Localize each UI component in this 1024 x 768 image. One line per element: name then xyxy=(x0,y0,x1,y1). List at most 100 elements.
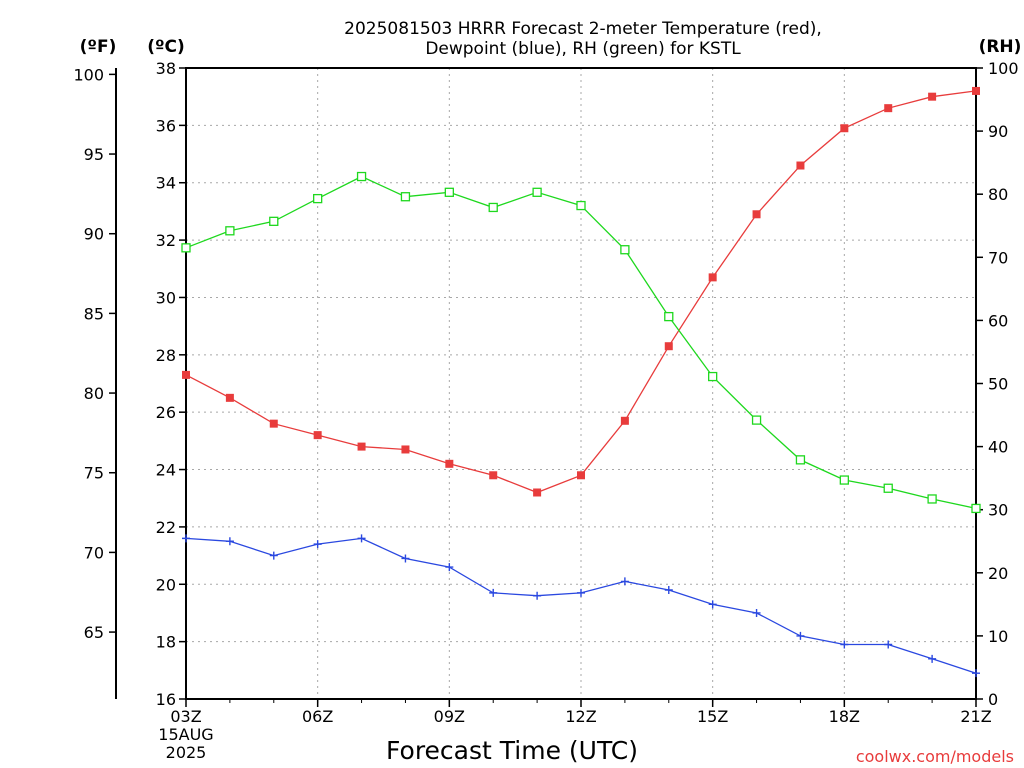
dewpoint-point xyxy=(620,577,629,586)
fahrenheit-tick-label: 65 xyxy=(84,623,104,642)
axis-ticks: 16 18 20 22 24 26 28 30 32 34 36 38 65 70 75 80 85 90 95 10… xyxy=(73,59,1018,762)
celsius-tick-label: 26 xyxy=(156,403,176,422)
rh-tick-label: 40 xyxy=(988,438,1008,457)
credit-text: coolwx.com/models xyxy=(856,747,1014,766)
fahrenheit-tick-label: 95 xyxy=(84,145,104,164)
dewpoint-point xyxy=(928,654,937,663)
rh-point xyxy=(883,483,893,493)
rh-point xyxy=(356,171,367,182)
celsius-tick-label: 22 xyxy=(156,518,176,537)
temperature-point xyxy=(708,273,717,282)
temperature-point xyxy=(972,86,980,95)
rh-point xyxy=(313,193,323,204)
celsius-tick-label: 18 xyxy=(156,633,176,652)
temperature-point xyxy=(357,442,366,451)
series-temperature xyxy=(182,86,980,497)
rh-point xyxy=(751,415,762,425)
dewpoint-point xyxy=(796,631,805,640)
dewpoint-point xyxy=(445,563,454,572)
fahrenheit-tick-label: 80 xyxy=(84,384,104,403)
rh-point xyxy=(664,311,674,322)
rh-point xyxy=(269,216,279,226)
temperature-point xyxy=(489,471,498,480)
rh-point xyxy=(576,200,586,211)
rh-tick-label: 50 xyxy=(988,375,1008,394)
fahrenheit-tick-label: 70 xyxy=(84,543,104,562)
celsius-tick-label: 28 xyxy=(156,346,176,365)
dewpoint-point xyxy=(708,600,717,609)
temperature-point xyxy=(664,342,673,351)
rh-tick-label: 80 xyxy=(988,185,1008,204)
dewpoint-point xyxy=(269,551,278,560)
temperature-point xyxy=(225,393,234,402)
rh-tick-label: 30 xyxy=(988,501,1008,520)
rh-point xyxy=(620,245,630,255)
x-tick-label: 18Z xyxy=(829,707,860,726)
temperature-point xyxy=(840,124,849,133)
rh-unit-label: (RH) xyxy=(979,37,1022,57)
rh-tick-label: 60 xyxy=(988,311,1008,330)
temperature-point xyxy=(620,416,629,425)
dewpoint-point xyxy=(664,586,673,595)
rh-tick-label: 70 xyxy=(988,248,1008,267)
temperature-point xyxy=(445,459,454,468)
dewpoint-point xyxy=(357,534,366,543)
plot-frame xyxy=(185,67,977,700)
celsius-tick-label: 34 xyxy=(156,174,176,193)
dewpoint-point xyxy=(489,588,498,597)
dewpoint-point xyxy=(884,640,893,649)
temperature-point xyxy=(796,161,805,170)
rh-tick-label: 90 xyxy=(988,122,1008,141)
dewpoint-point xyxy=(401,554,410,563)
temperature-point xyxy=(269,419,278,428)
temperature-point xyxy=(401,445,410,454)
x-tick-label: 06Z xyxy=(302,707,333,726)
celsius-tick-label: 16 xyxy=(156,690,176,709)
celsius-tick-label: 30 xyxy=(156,288,176,307)
rh-point xyxy=(971,503,981,514)
temperature-point xyxy=(884,104,893,113)
fahrenheit-tick-label: 90 xyxy=(84,225,104,244)
fahrenheit-tick-label: 75 xyxy=(84,464,104,483)
dewpoint-point xyxy=(577,588,585,597)
dewpoint-point xyxy=(840,640,849,649)
celsius-tick-label: 32 xyxy=(156,231,176,250)
dewpoint-point xyxy=(972,669,980,678)
x-tick-label: 21Z xyxy=(960,707,991,726)
dewpoint-point xyxy=(225,537,234,546)
dewpoint-point xyxy=(182,534,190,543)
celsius-unit-label: (ºC) xyxy=(147,37,185,57)
celsius-tick-label: 24 xyxy=(156,461,176,480)
rh-tick-label: 10 xyxy=(988,627,1008,646)
temperature-point xyxy=(928,92,937,101)
temperature-point xyxy=(182,370,190,379)
rh-point xyxy=(444,187,454,197)
x-tick-sublabel: 15AUG xyxy=(158,725,213,744)
dewpoint-point xyxy=(752,608,761,617)
x-axis-label: Forecast Time (UTC) xyxy=(386,736,638,765)
x-tick-sublabel: 2025 xyxy=(166,743,207,762)
x-tick-label: 09Z xyxy=(434,707,465,726)
temperature-point xyxy=(533,488,542,497)
rh-point xyxy=(225,226,235,236)
series-dewpoint xyxy=(182,534,980,678)
fahrenheit-tick-label: 85 xyxy=(84,304,104,323)
fahrenheit-unit-label: (ºF) xyxy=(80,37,117,57)
rh-tick-label: 0 xyxy=(988,690,998,709)
dewpoint-point xyxy=(313,540,322,549)
temperature-point xyxy=(752,210,761,219)
dewpoint-point xyxy=(533,591,542,600)
rh-point xyxy=(400,192,411,202)
series-layer xyxy=(181,86,981,678)
series-line-dewpoint xyxy=(185,537,977,674)
rh-point xyxy=(839,475,849,485)
celsius-tick-label: 38 xyxy=(156,59,176,78)
rh-point xyxy=(795,455,806,465)
rh-point xyxy=(181,243,191,253)
x-tick-label: 12Z xyxy=(565,707,596,726)
x-tick-label: 03Z xyxy=(170,707,201,726)
rh-point xyxy=(488,202,498,213)
rh-point xyxy=(927,494,937,504)
fahrenheit-tick-label: 100 xyxy=(73,65,104,84)
